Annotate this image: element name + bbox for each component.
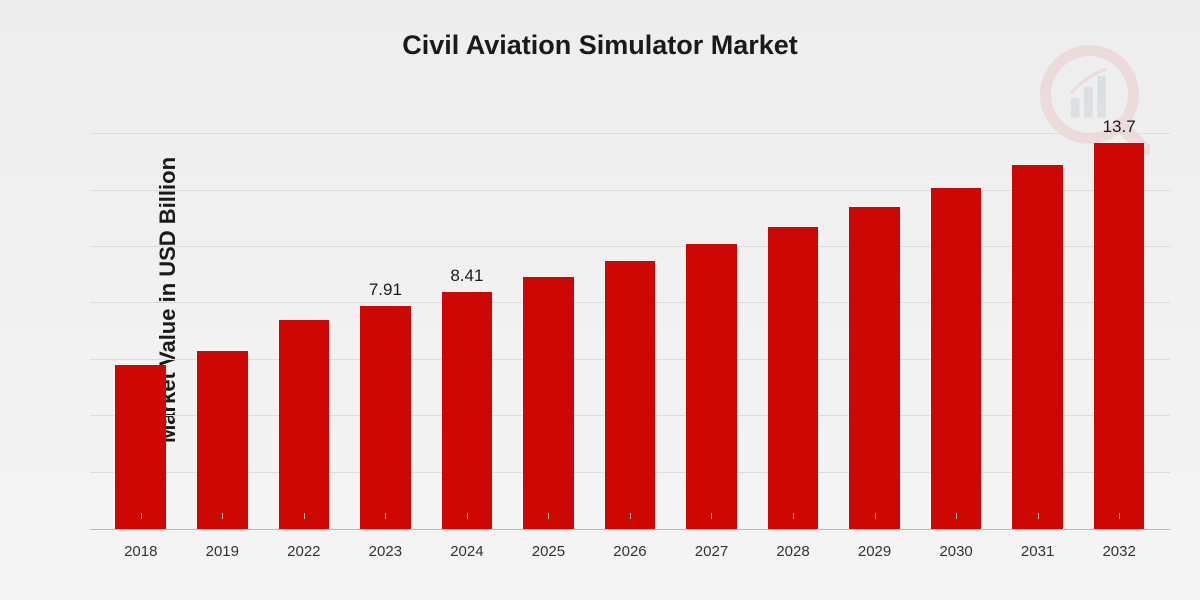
chart-title: Civil Aviation Simulator Market bbox=[402, 30, 798, 61]
bar-value-label: 13.7 bbox=[1103, 117, 1136, 137]
bar-wrap bbox=[752, 120, 834, 529]
bar bbox=[1012, 165, 1063, 529]
x-tick-label: 2026 bbox=[589, 543, 671, 560]
bar-wrap bbox=[834, 120, 916, 529]
bar-wrap bbox=[671, 120, 753, 529]
bar-wrap: 7.91 bbox=[345, 120, 427, 529]
bar-wrap bbox=[508, 120, 590, 529]
bar bbox=[1094, 143, 1145, 529]
bar-value-label: 7.91 bbox=[369, 280, 402, 300]
x-tick-label: 2029 bbox=[834, 543, 916, 560]
x-tick-label: 2031 bbox=[997, 543, 1079, 560]
bar-wrap bbox=[589, 120, 671, 529]
bar-wrap bbox=[997, 120, 1079, 529]
bar-wrap: 13.7 bbox=[1078, 120, 1160, 529]
bar bbox=[686, 244, 737, 529]
x-tick-label: 2025 bbox=[508, 543, 590, 560]
bar-wrap: 8.41 bbox=[426, 120, 508, 529]
bar bbox=[849, 207, 900, 529]
bar bbox=[931, 188, 982, 529]
x-tick-label: 2027 bbox=[671, 543, 753, 560]
bar-wrap bbox=[100, 120, 182, 529]
bar bbox=[768, 227, 819, 529]
x-tick-label: 2030 bbox=[915, 543, 997, 560]
x-tick-label: 2028 bbox=[752, 543, 834, 560]
bars-container: 7.91 8.41 13.7 bbox=[90, 120, 1170, 529]
x-tick-label: 2019 bbox=[182, 543, 264, 560]
x-axis: 2018201920222023202420252026202720282029… bbox=[90, 543, 1170, 560]
x-tick-label: 2024 bbox=[426, 543, 508, 560]
bar-wrap bbox=[263, 120, 345, 529]
bar bbox=[279, 320, 330, 529]
x-tick-label: 2032 bbox=[1078, 543, 1160, 560]
x-tick-label: 2022 bbox=[263, 543, 345, 560]
bar-wrap bbox=[182, 120, 264, 529]
bar bbox=[442, 292, 493, 529]
bar bbox=[115, 365, 166, 529]
bar-wrap bbox=[915, 120, 997, 529]
bar bbox=[360, 306, 411, 529]
x-tick-label: 2018 bbox=[100, 543, 182, 560]
bar bbox=[605, 261, 656, 529]
x-tick-label: 2023 bbox=[345, 543, 427, 560]
bar bbox=[523, 277, 574, 529]
bar-value-label: 8.41 bbox=[450, 266, 483, 286]
plot-area: 7.91 8.41 13.7 bbox=[90, 120, 1170, 530]
bar bbox=[197, 351, 248, 529]
